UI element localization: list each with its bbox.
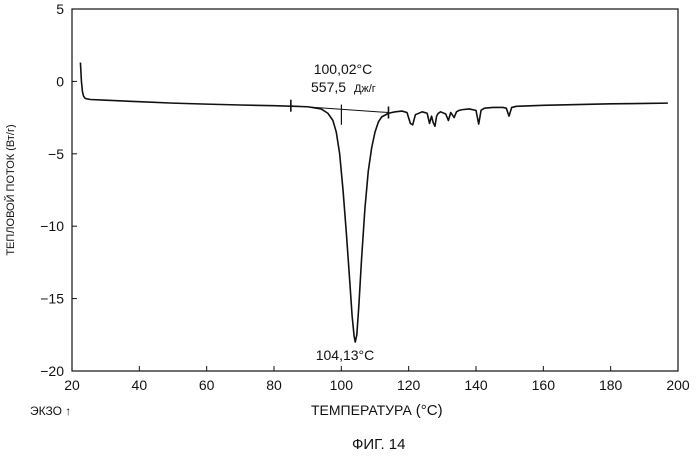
x-tick-label: 60 xyxy=(199,377,215,393)
exo-direction-label: ЭКЗО ↑ xyxy=(30,404,71,418)
x-tick-label: 120 xyxy=(397,377,421,393)
heat-flow-curve xyxy=(80,63,667,342)
x-tick-label: 200 xyxy=(666,377,690,393)
x-tick-label: 40 xyxy=(132,377,148,393)
x-tick-label: 100 xyxy=(330,377,354,393)
figure-caption: ФИГ. 14 xyxy=(352,436,406,453)
x-tick-label: 140 xyxy=(464,377,488,393)
enthalpy-label: 557,5 Дж/г xyxy=(311,79,376,95)
y-axis-title: ТЕПЛОВОЙ ПОТОК (Вт/г) xyxy=(4,0,16,456)
y-tick-label: 5 xyxy=(56,1,64,17)
x-axis-unit: (°C) xyxy=(416,402,443,419)
peak-temperature-label: 104,13°C xyxy=(316,347,375,363)
plot-area-frame xyxy=(72,9,678,371)
x-tick-label: 20 xyxy=(64,377,80,393)
y-tick-label: −5 xyxy=(48,146,64,162)
y-tick-label: −20 xyxy=(40,363,64,379)
enthalpy-unit: Дж/г xyxy=(354,83,376,95)
y-axis-title-text: ТЕПЛОВОЙ ПОТОК (Вт/г) xyxy=(4,124,16,255)
x-tick-label: 180 xyxy=(599,377,623,393)
enthalpy-value: 557,5 xyxy=(311,79,346,95)
onset-temperature-label: 100,02°C xyxy=(314,61,373,77)
y-tick-label: 0 xyxy=(56,73,64,89)
x-tick-label: 160 xyxy=(532,377,556,393)
x-axis: 20 40 60 80 100 120 140 160 180 200 xyxy=(64,366,690,393)
y-tick-label: −15 xyxy=(40,291,64,307)
x-axis-title: ТЕМПЕРАТУРА(°C) xyxy=(311,402,443,419)
x-axis-title-text: ТЕМПЕРАТУРА xyxy=(311,402,412,418)
y-tick-label: −10 xyxy=(40,218,64,234)
x-tick-label: 80 xyxy=(266,377,282,393)
